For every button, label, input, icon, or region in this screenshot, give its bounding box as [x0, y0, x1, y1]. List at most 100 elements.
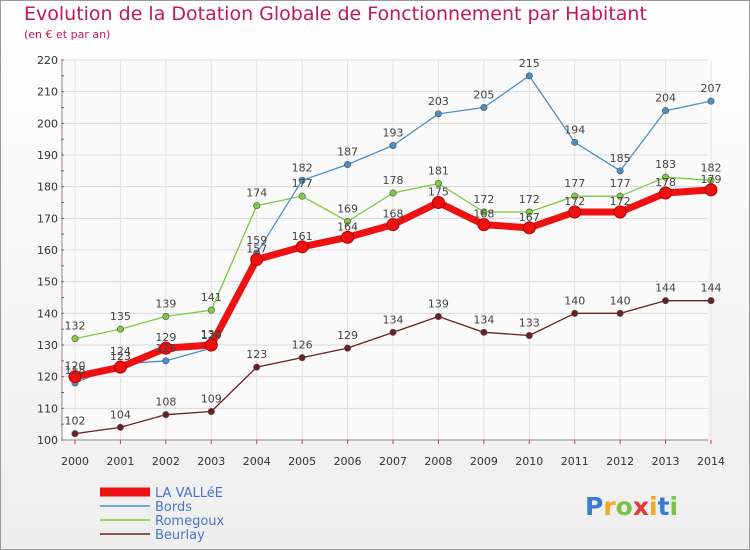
- data-label: 194: [564, 123, 585, 136]
- x-tick-label: 2003: [197, 455, 225, 468]
- x-tick-label: 2011: [561, 455, 589, 468]
- x-tick-label: 2008: [424, 455, 452, 468]
- data-point: [613, 205, 627, 219]
- data-label: 177: [292, 177, 313, 190]
- data-label: 179: [701, 173, 722, 186]
- data-label: 123: [246, 348, 267, 361]
- data-point: [386, 218, 400, 232]
- data-point: [480, 104, 488, 112]
- data-point: [295, 240, 309, 254]
- data-label: 172: [610, 195, 631, 208]
- proxiti-logo: Proxiti: [585, 492, 678, 521]
- x-tick-label: 2013: [652, 455, 680, 468]
- y-tick-label: 180: [37, 181, 58, 194]
- data-label: 203: [428, 95, 449, 108]
- data-label: 181: [428, 165, 449, 178]
- logo-letter: x: [632, 492, 649, 521]
- data-label: 169: [337, 203, 358, 216]
- data-label: 135: [110, 310, 131, 323]
- data-point: [298, 176, 306, 184]
- data-label: 129: [337, 329, 358, 342]
- data-label: 144: [701, 282, 722, 295]
- data-label: 204: [655, 92, 676, 105]
- data-point: [389, 328, 397, 336]
- data-point: [431, 196, 445, 209]
- y-tick-label: 100: [37, 434, 58, 447]
- data-point: [298, 192, 306, 200]
- logo-letter: t: [657, 492, 670, 521]
- data-point: [707, 297, 715, 305]
- data-point: [662, 173, 670, 181]
- data-point: [207, 306, 215, 314]
- chart-axes: 100 110 120 130 140 150 160 170 180 190 200 210 220 2…: [37, 54, 725, 468]
- data-label: 215: [519, 57, 540, 70]
- data-point: [616, 192, 624, 200]
- data-point: [477, 218, 491, 232]
- data-point: [298, 354, 306, 362]
- data-point: [207, 407, 215, 415]
- data-point: [434, 110, 442, 118]
- chart-title: Evolution de la Dotation Globale de Fonc…: [24, 3, 647, 25]
- data-point: [389, 189, 397, 197]
- data-point: [525, 331, 533, 339]
- data-point: [162, 411, 170, 419]
- logo-letter: i: [669, 492, 679, 521]
- data-point: [159, 341, 173, 355]
- y-tick-label: 200: [37, 117, 58, 130]
- data-label: 132: [65, 320, 86, 333]
- data-label: 183: [655, 158, 676, 171]
- data-label: 108: [155, 396, 176, 409]
- data-label: 174: [246, 187, 267, 200]
- data-point: [571, 138, 579, 146]
- data-point: [571, 192, 579, 200]
- data-point: [480, 208, 488, 216]
- data-label: 120: [65, 360, 86, 373]
- x-tick-label: 2010: [515, 455, 543, 468]
- data-point: [344, 344, 352, 352]
- data-point: [116, 423, 124, 431]
- y-tick-label: 210: [37, 86, 58, 99]
- x-tick-label: 2006: [334, 455, 362, 468]
- y-tick-label: 160: [37, 244, 58, 257]
- data-label: 178: [383, 174, 404, 187]
- data-label: 172: [564, 195, 585, 208]
- data-point: [341, 230, 355, 244]
- data-point: [616, 309, 624, 317]
- data-label: 205: [473, 89, 494, 102]
- data-point: [250, 253, 264, 266]
- data-label: 168: [383, 208, 404, 221]
- x-tick-label: 2002: [152, 455, 180, 468]
- data-point: [71, 430, 79, 438]
- y-tick-label: 130: [37, 339, 58, 352]
- data-label: 134: [383, 313, 404, 326]
- data-label: 207: [701, 82, 722, 95]
- data-label: 182: [701, 161, 722, 174]
- logo-letter: r: [603, 492, 616, 521]
- y-tick-label: 170: [37, 212, 58, 225]
- data-label: 139: [155, 298, 176, 311]
- data-point: [68, 370, 82, 384]
- data-point: [389, 142, 397, 150]
- chart-series: [68, 72, 718, 438]
- data-point: [253, 202, 261, 210]
- data-point: [525, 72, 533, 80]
- logo-letter: o: [615, 492, 633, 521]
- x-tick-label: 2014: [697, 455, 725, 468]
- data-point: [662, 107, 670, 115]
- data-label: 164: [337, 220, 358, 233]
- data-point: [707, 97, 715, 105]
- data-label: 102: [65, 415, 86, 428]
- data-label: 123: [110, 350, 131, 363]
- data-point: [662, 297, 670, 305]
- data-label: 167: [519, 211, 540, 224]
- x-tick-label: 2009: [470, 455, 498, 468]
- data-label: 118: [65, 364, 86, 377]
- data-label: 130: [201, 328, 222, 341]
- chart-subtitle: (en € et par an): [24, 28, 111, 41]
- logo-letter: P: [585, 492, 604, 521]
- y-tick-label: 120: [37, 371, 58, 384]
- data-point: [162, 312, 170, 320]
- data-label: 129: [201, 329, 222, 342]
